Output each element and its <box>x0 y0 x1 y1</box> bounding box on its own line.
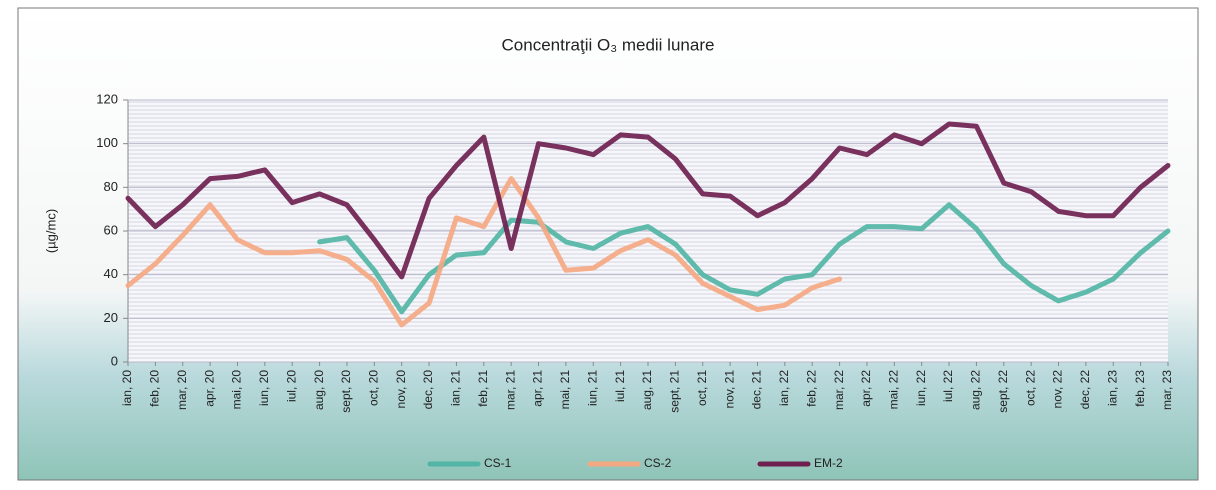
legend-label: CS-2 <box>644 456 672 470</box>
x-tick-label: aug, 22 <box>969 370 983 410</box>
x-tick-label: ian, 20 <box>120 370 134 406</box>
x-tick-label: mai, 21 <box>558 370 572 410</box>
legend-label: EM-2 <box>814 456 843 470</box>
legend-label: CS-1 <box>484 456 512 470</box>
x-tick-label: apr, 22 <box>859 370 873 407</box>
x-tick-label: iul, 20 <box>284 370 298 402</box>
x-tick-label: nov, 21 <box>722 370 736 409</box>
x-tick-label: aug, 20 <box>312 370 326 410</box>
y-tick-label: 120 <box>96 91 118 106</box>
x-tick-label: ian, 22 <box>777 370 791 406</box>
x-tick-label: mar, 22 <box>832 370 846 410</box>
x-tick-label: oct, 21 <box>695 370 709 406</box>
x-tick-label: feb, 22 <box>804 370 818 407</box>
x-tick-label: iun, 21 <box>585 370 599 406</box>
x-tick-label: oct, 20 <box>366 370 380 406</box>
x-tick-label: feb, 21 <box>476 370 490 407</box>
x-tick-label: iun, 20 <box>257 370 271 406</box>
chart-title: Concentraţii O₃ medii lunare <box>502 35 715 54</box>
x-tick-label: iul, 22 <box>941 370 955 402</box>
x-tick-label: ian, 23 <box>1105 370 1119 406</box>
y-tick-label: 20 <box>104 310 118 325</box>
x-tick-label: mar, 20 <box>175 370 189 410</box>
y-tick-label: 80 <box>104 179 118 194</box>
series-line <box>317 202 1171 315</box>
series-line <box>125 176 843 328</box>
y-tick-label: 100 <box>96 135 118 150</box>
x-tick-label: apr, 21 <box>531 370 545 407</box>
x-tick-label: nov, 22 <box>1051 370 1065 409</box>
y-tick-label: 40 <box>104 266 118 281</box>
x-tick-label: iun, 22 <box>914 370 928 406</box>
y-tick-label: 60 <box>104 222 118 237</box>
x-tick-label: dec, 21 <box>750 370 764 410</box>
x-tick-label: mar, 21 <box>503 370 517 410</box>
x-tick-label: sept, 21 <box>668 370 682 413</box>
y-tick-label: 0 <box>111 353 118 368</box>
x-tick-label: apr, 20 <box>202 370 216 407</box>
x-tick-label: dec, 22 <box>1078 370 1092 410</box>
x-tick-label: dec, 20 <box>421 370 435 410</box>
y-axis-label: (µg/mc) <box>43 209 58 253</box>
x-tick-label: mai, 20 <box>230 370 244 410</box>
x-tick-label: ian, 21 <box>449 370 463 406</box>
x-tick-label: feb, 20 <box>148 370 162 407</box>
x-tick-label: sept, 22 <box>996 370 1010 413</box>
x-tick-label: feb, 23 <box>1133 370 1147 407</box>
x-tick-label: oct, 22 <box>1023 370 1037 406</box>
x-tick-label: nov, 20 <box>394 370 408 409</box>
series-line <box>125 121 1171 280</box>
x-tick-label: mai, 22 <box>886 370 900 410</box>
x-tick-label: iul, 21 <box>613 370 627 402</box>
x-tick-label: sept, 20 <box>339 370 353 413</box>
x-tick-label: mar, 23 <box>1160 370 1174 410</box>
x-tick-label: aug, 21 <box>640 370 654 410</box>
